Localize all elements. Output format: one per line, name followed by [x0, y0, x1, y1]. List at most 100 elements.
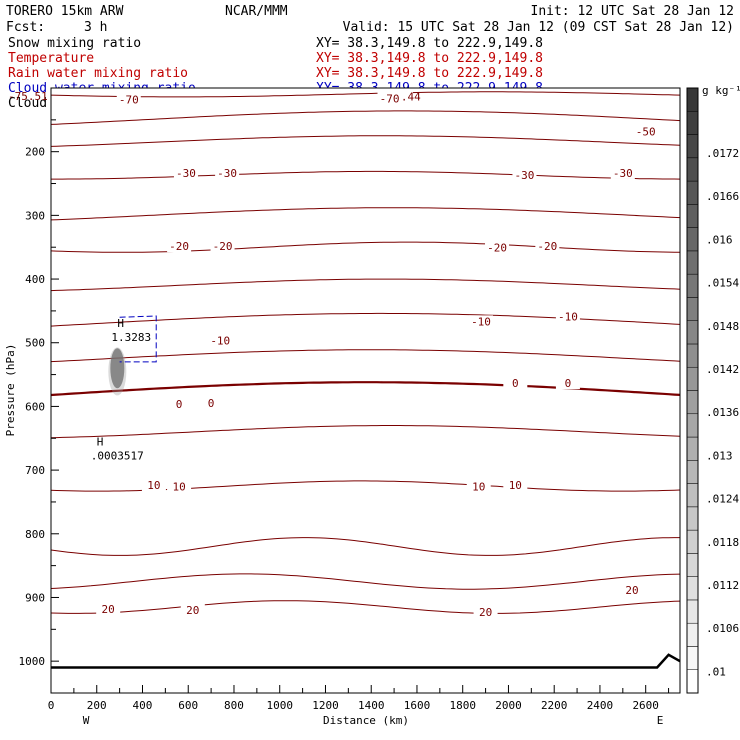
contour-label: 20 — [186, 604, 199, 617]
max-symbol: H — [117, 317, 124, 330]
contour-label-bg — [555, 377, 580, 390]
contour-label: -10 — [471, 315, 491, 328]
field-xy: XY= 38.3,149.8 to 222.9,149.8 — [316, 36, 543, 51]
contour-label: -50 — [636, 126, 656, 139]
y-tick-label: 400 — [25, 273, 45, 286]
contour-label-bg — [210, 240, 235, 253]
contour-label: 10 — [509, 479, 522, 492]
contour-label-bg — [512, 168, 537, 181]
x-tick-label: 1200 — [312, 699, 339, 712]
contour-label: 20 — [102, 603, 115, 616]
top-left-value: -75.51 — [8, 90, 48, 103]
colorbar-label: .0124 — [706, 493, 739, 506]
x-tick-label: 1400 — [358, 699, 385, 712]
x-axis: 0 200 400 600 800 1000 1200 1400 1600 1800 2000 220… — [48, 685, 670, 712]
x-axis-label: Distance (km) — [323, 714, 409, 727]
contour-label: 10 — [472, 480, 485, 493]
y-tick-label: 200 — [25, 146, 45, 159]
contour-label-bg — [141, 479, 166, 492]
colorbar-segment — [686, 87, 699, 112]
cloud-shading — [108, 315, 157, 396]
contour-label: 20 — [479, 606, 492, 619]
contour-line — [50, 207, 681, 221]
plot-border — [50, 87, 681, 694]
x-tick-label: 0 — [48, 699, 55, 712]
contour-label-bg — [215, 166, 240, 179]
x-tick-label: 2000 — [495, 699, 522, 712]
contour-label: 0 — [208, 397, 215, 410]
y-tick-label: 800 — [25, 528, 45, 541]
colorbar-label: .0172 — [706, 147, 739, 160]
contour-label-bg — [503, 479, 528, 492]
contour-line — [50, 135, 681, 147]
x-tick-label: 200 — [87, 699, 107, 712]
colorbar-segment — [686, 460, 699, 484]
contour-line — [50, 425, 681, 439]
valid-time: Valid: 15 UTC Sat 28 Jan 12 (09 CST Sat … — [343, 20, 734, 35]
contour-label: 20 — [625, 584, 638, 597]
colorbar-label: .0148 — [706, 320, 739, 333]
contour-label-bg — [377, 92, 402, 105]
y-axis: 200 300 400 500 600 700 800 900 1000 — [19, 119, 59, 694]
colorbar-segment — [686, 343, 699, 368]
colorbar-label: .0142 — [706, 363, 739, 376]
contour-label-bg — [619, 584, 644, 597]
center-title: NCAR/MMM — [225, 4, 288, 19]
field-name: Rain water mixing ratio — [8, 66, 188, 81]
contour-line — [50, 241, 681, 253]
contour-label: 0 — [512, 377, 519, 390]
max-value: 1.3283 — [111, 331, 151, 344]
contour-label-bg — [485, 241, 510, 254]
fcst-value: 3 h — [84, 20, 107, 35]
colorbar-segment — [686, 576, 699, 601]
contour-label-bg — [173, 166, 198, 179]
colorbar-segment — [686, 436, 699, 461]
west-label: W — [83, 714, 90, 727]
contour-line — [50, 537, 680, 556]
cloud-shade-core — [110, 348, 125, 389]
y-axis-label: Pressure (hPa) — [4, 344, 17, 437]
contour-label: 0 — [176, 398, 183, 411]
x-tick-label: 1800 — [449, 699, 476, 712]
colorbar-segment — [686, 180, 699, 205]
colorbar-frame — [686, 87, 699, 694]
colorbar-units: g kg⁻¹ — [702, 84, 740, 97]
contour-label: -70 — [380, 92, 400, 105]
contour-line — [51, 170, 681, 180]
cloud-shade-halo — [108, 347, 127, 396]
y-tick-label: 1000 — [19, 655, 46, 668]
colorbar-segment — [686, 506, 699, 531]
contour-label-bg — [116, 93, 141, 106]
east-label: E — [657, 714, 664, 727]
colorbar-label: .0118 — [706, 536, 739, 549]
contour-line — [50, 600, 681, 614]
contour-label-bg — [503, 377, 528, 390]
x-tick-label: 2600 — [632, 699, 659, 712]
colorbar-label: .0106 — [706, 622, 739, 635]
colorbar-segment — [686, 204, 699, 228]
field-xy: XY= 38.3,149.8 to 222.9,149.8 — [316, 51, 543, 66]
contour-line — [50, 573, 681, 590]
contour-label: -10 — [210, 334, 230, 347]
y-tick-label: 700 — [25, 464, 45, 477]
colorbar-segment — [686, 599, 699, 624]
contour-label: 10 — [172, 480, 185, 493]
contour-line — [50, 91, 681, 98]
colorbar-label: .0136 — [706, 406, 739, 419]
colorbar-segment — [686, 390, 699, 415]
colorbar-label: .013 — [706, 449, 733, 462]
colorbar-label: .01 — [706, 665, 726, 678]
init-time: Init: 12 UTC Sat 28 Jan 12 — [531, 4, 735, 19]
x-tick-label: 1600 — [404, 699, 431, 712]
colorbar-segment — [686, 413, 699, 438]
x-tick-label: 2200 — [541, 699, 568, 712]
colorbar: .0172 .0166 .016 .0154 .0148 .0142 .0136 .013 .0… — [686, 84, 740, 694]
contour-label-bg — [167, 398, 192, 411]
contour-label: 0 — [565, 377, 572, 390]
colorbar-segment — [686, 227, 699, 252]
contour-label-bg — [208, 334, 233, 347]
contour-label: -30 — [217, 167, 237, 180]
contour-label: -30 — [613, 167, 633, 180]
field-xy: XY= 38.3,149.8 to 222.9,149.8 — [316, 66, 543, 81]
colorbar-segment — [686, 320, 699, 345]
